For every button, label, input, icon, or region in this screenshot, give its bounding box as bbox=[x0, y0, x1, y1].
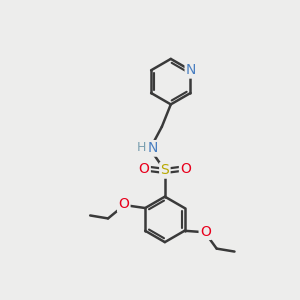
Text: S: S bbox=[160, 164, 169, 177]
Text: O: O bbox=[180, 162, 191, 176]
Text: N: N bbox=[148, 141, 158, 155]
Text: N: N bbox=[186, 63, 196, 77]
Text: O: O bbox=[118, 197, 129, 212]
Text: O: O bbox=[200, 225, 211, 239]
Text: H: H bbox=[137, 141, 146, 154]
Text: O: O bbox=[139, 162, 149, 176]
